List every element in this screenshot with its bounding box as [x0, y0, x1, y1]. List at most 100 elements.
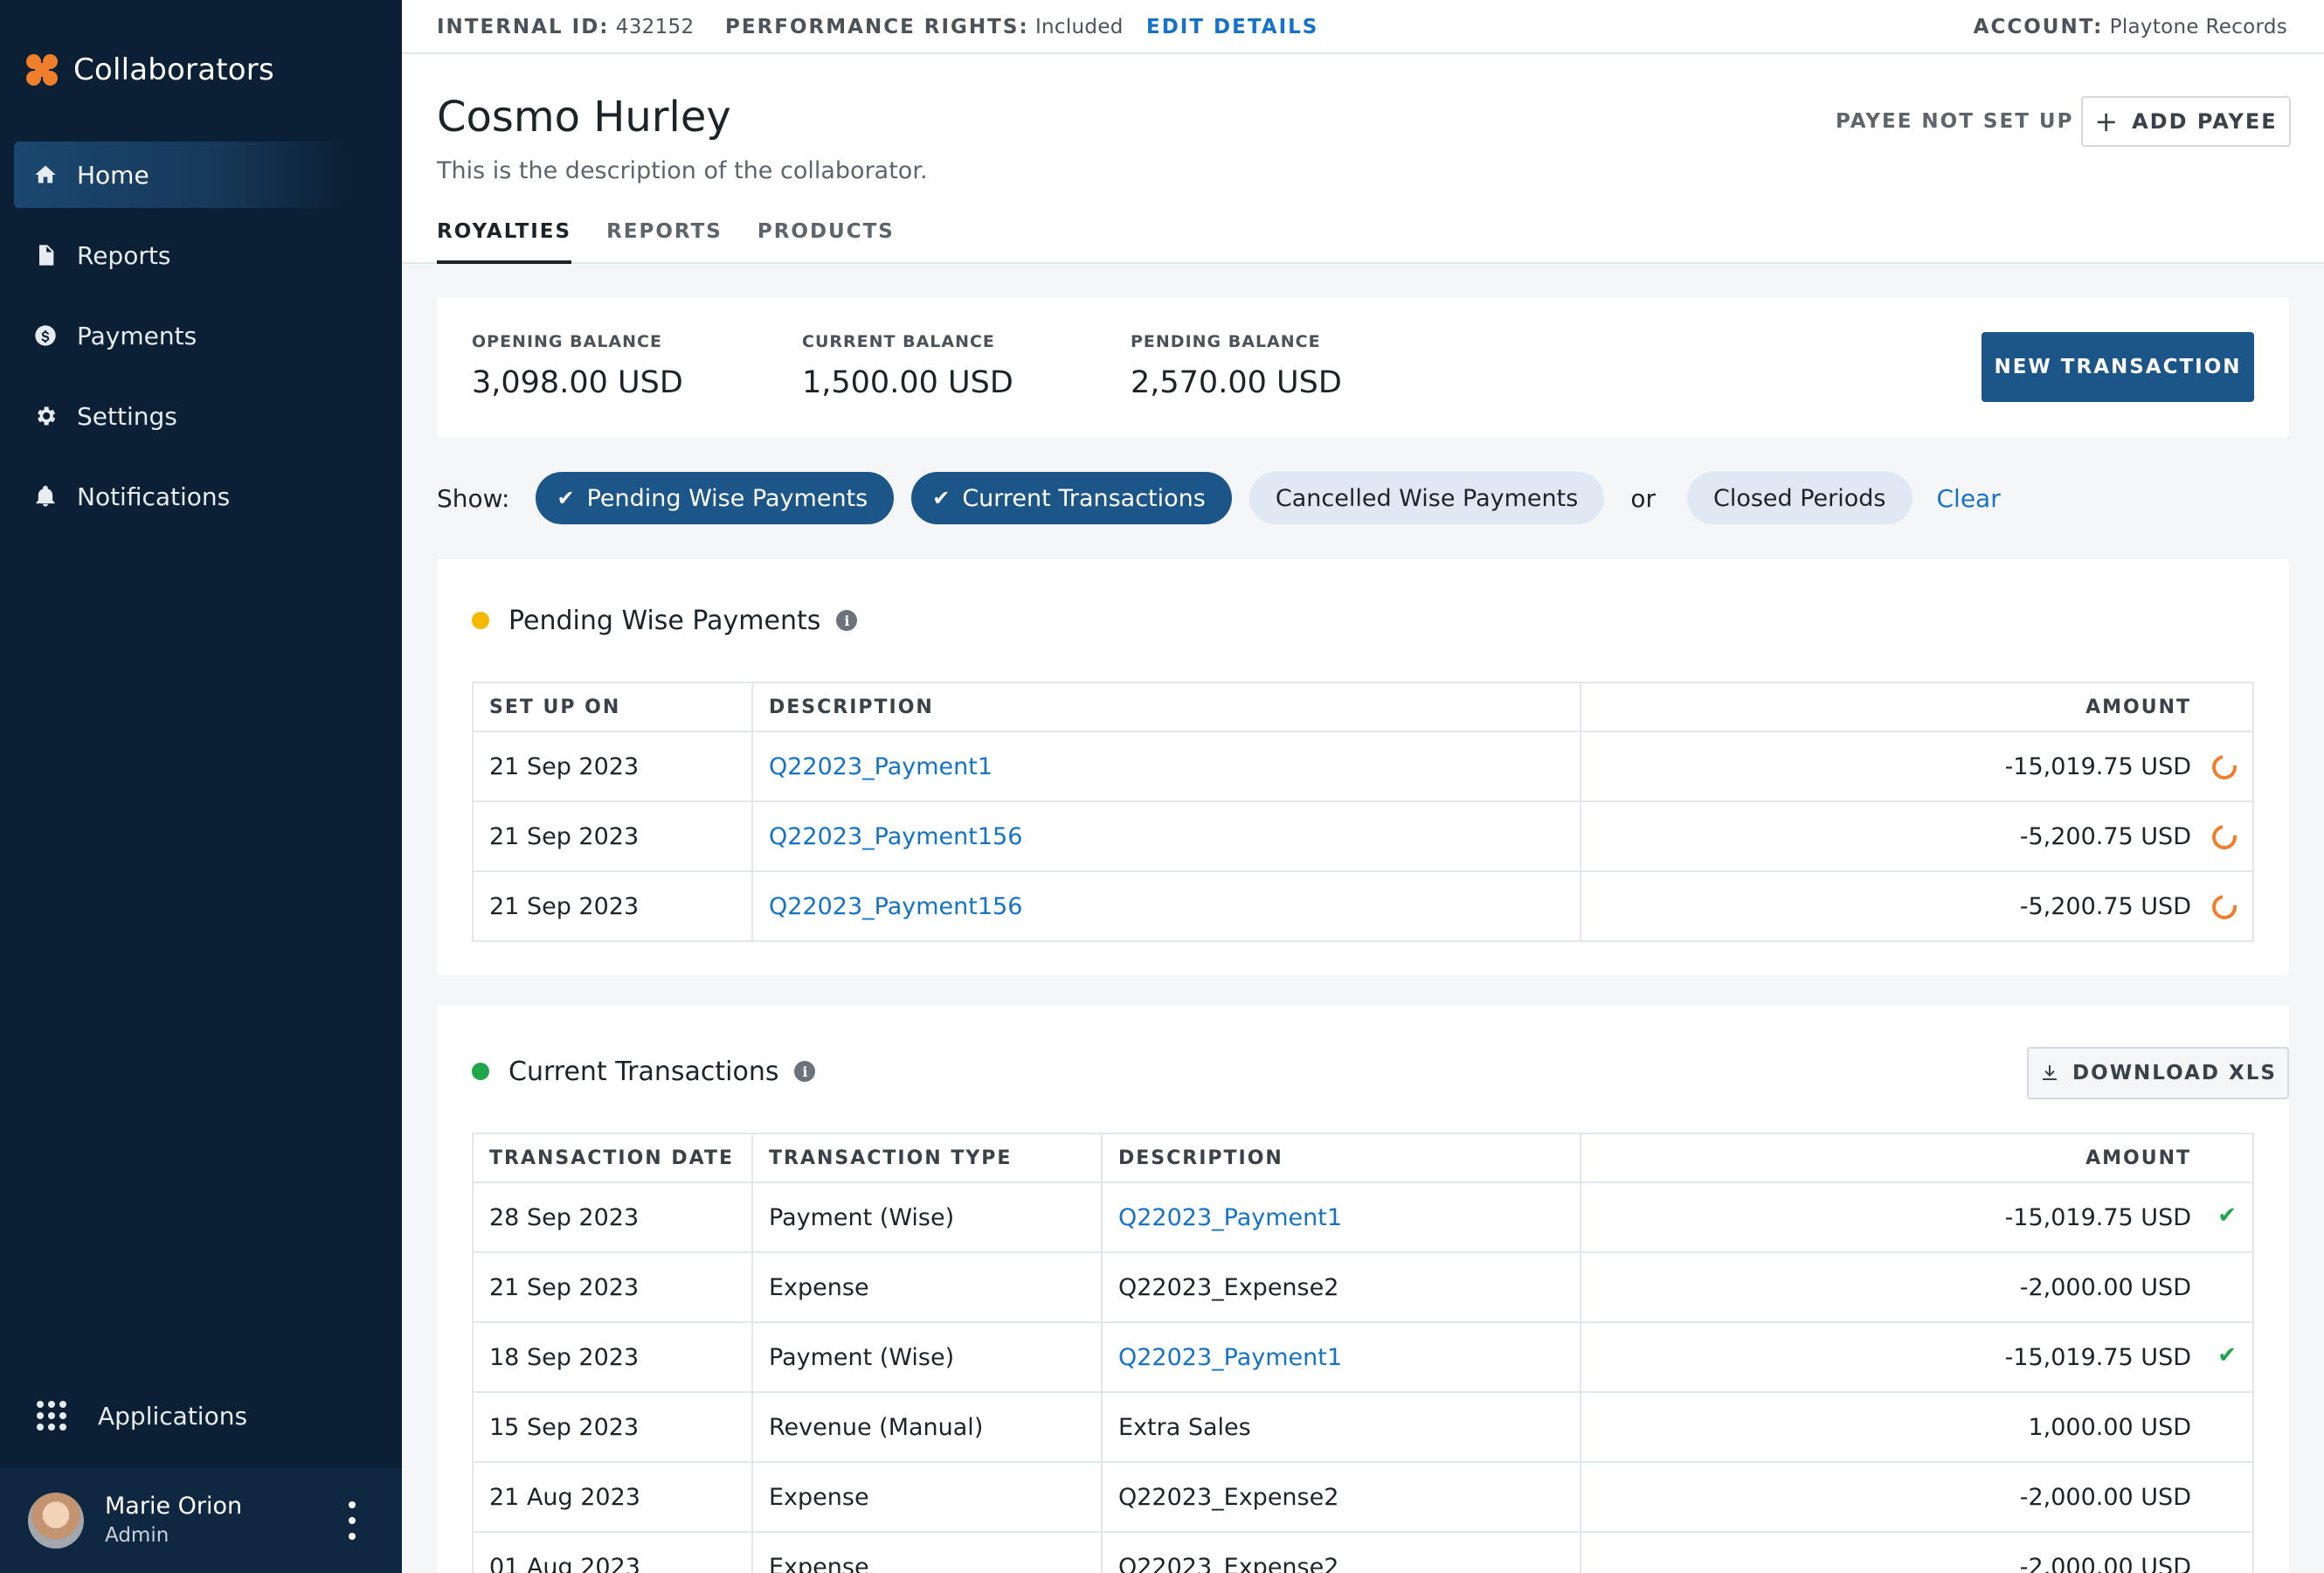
pending-wise-payments-panel: Pending Wise Payments i SET UP ON DESCRI…: [437, 559, 2289, 975]
clear-filters-link[interactable]: Clear: [1936, 483, 2001, 513]
internal-id: INTERNAL ID: 432152: [437, 16, 695, 38]
amount-cell: -5,200.75 USD: [1580, 870, 2254, 942]
more-options-icon[interactable]: [346, 1501, 358, 1540]
collaborators-logo-icon: [26, 54, 58, 86]
amount-cell: -15,019.75 USD ✔: [1580, 1181, 2254, 1253]
add-payee-button[interactable]: + ADD PAYEE: [2081, 96, 2291, 147]
transaction-date: 01 Aug 2023: [472, 1531, 753, 1573]
column-header[interactable]: TRANSACTION TYPE: [751, 1133, 1103, 1183]
setup-date: 21 Sep 2023: [472, 870, 753, 942]
check-icon: ✔: [2217, 1342, 2237, 1369]
table-row: 21 Sep 2023 Q22023_Payment156 -5,200.75 …: [472, 800, 2254, 872]
panel-title: Current Transactions i: [472, 1054, 816, 1089]
tab-reports[interactable]: REPORTS: [606, 220, 723, 243]
transaction-date: 15 Sep 2023: [472, 1391, 753, 1463]
applications-link[interactable]: Applications: [37, 1396, 247, 1435]
amount-cell: -2,000.00 USD: [1580, 1251, 2254, 1323]
setup-date: 21 Sep 2023: [472, 731, 753, 802]
amount-cell: -15,019.75 USD: [1580, 731, 2254, 802]
page-title: Cosmo Hurley: [437, 93, 731, 142]
download-xls-button[interactable]: DOWNLOAD XLS: [2027, 1047, 2289, 1099]
user-name: Marie Orion: [105, 1493, 243, 1520]
column-header[interactable]: SET UP ON: [472, 682, 753, 732]
current-balance: CURRENT BALANCE 1,500.00 USD: [802, 332, 1013, 400]
sidebar-item-payments[interactable]: Payments: [14, 302, 346, 369]
transaction-date: 21 Sep 2023: [472, 1251, 753, 1323]
user-profile[interactable]: Marie Orion Admin: [0, 1468, 402, 1573]
brand[interactable]: Collaborators: [26, 49, 274, 91]
balances-card: OPENING BALANCE 3,098.00 USD CURRENT BAL…: [437, 297, 2289, 437]
home-icon: [33, 163, 58, 187]
sidebar-item-notifications[interactable]: Notifications: [14, 463, 346, 530]
opening-balance: OPENING BALANCE 3,098.00 USD: [472, 332, 683, 400]
sidebar-item-home[interactable]: Home: [14, 142, 346, 208]
transaction-type: Expense: [751, 1461, 1103, 1533]
pending-spinner-icon: [2207, 890, 2242, 925]
description-link[interactable]: Q22023_Payment1: [1101, 1321, 1581, 1393]
sidebar-item-settings[interactable]: Settings: [14, 383, 346, 449]
or-label: or: [1630, 483, 1656, 513]
sidebar-item-label: Payments: [77, 321, 197, 350]
table-row: 01 Aug 2023 Expense Q22023_Expense2 -2,0…: [472, 1531, 2254, 1573]
edit-details-link[interactable]: EDIT DETAILS: [1146, 16, 1319, 38]
plus-icon: +: [2094, 105, 2120, 138]
performance-rights: PERFORMANCE RIGHTS: Included: [725, 16, 1124, 38]
sidebar-item-label: Notifications: [77, 482, 231, 511]
filter-chip-cancelled-wise[interactable]: Cancelled Wise Payments: [1248, 472, 1605, 524]
amount-cell: 1,000.00 USD: [1580, 1391, 2254, 1463]
sidebar-item-reports[interactable]: Reports: [14, 222, 346, 288]
status-dot-yellow: [472, 612, 489, 629]
transaction-type: Expense: [751, 1531, 1103, 1573]
filter-chip-pending-wise[interactable]: ✔ Pending Wise Payments: [536, 472, 895, 524]
filter-bar: Show: ✔ Pending Wise Payments ✔ Current …: [437, 472, 2001, 524]
description-link[interactable]: Q22023_Payment156: [751, 870, 1581, 942]
check-icon: ✔: [2217, 1202, 2237, 1229]
description-link[interactable]: Q22023_Payment156: [751, 800, 1581, 872]
description: Q22023_Expense2: [1101, 1531, 1581, 1573]
pending-spinner-icon: [2207, 820, 2242, 855]
new-transaction-button[interactable]: NEW TRANSACTION: [1982, 332, 2254, 402]
table-row: 21 Sep 2023 Q22023_Payment156 -5,200.75 …: [472, 870, 2254, 942]
description: Q22023_Expense2: [1101, 1251, 1581, 1323]
panel-title: Pending Wise Payments i: [472, 603, 858, 638]
amount-cell: -2,000.00 USD: [1580, 1461, 2254, 1533]
info-icon[interactable]: i: [836, 610, 858, 631]
transaction-type: Expense: [751, 1251, 1103, 1323]
transaction-type: Payment (Wise): [751, 1181, 1103, 1253]
transaction-type: Payment (Wise): [751, 1321, 1103, 1393]
current-transactions-table: TRANSACTION DATE TRANSACTION TYPE DESCRI…: [472, 1133, 2254, 1573]
page-description: This is the description of the collabora…: [437, 157, 928, 184]
transaction-date: 18 Sep 2023: [472, 1321, 753, 1393]
transaction-date: 28 Sep 2023: [472, 1181, 753, 1253]
tab-products[interactable]: PRODUCTS: [757, 220, 895, 243]
sidebar-item-label: Settings: [77, 401, 177, 431]
bell-icon: [33, 484, 58, 509]
table-row: 28 Sep 2023 Payment (Wise) Q22023_Paymen…: [472, 1181, 2254, 1253]
pending-balance: PENDING BALANCE 2,570.00 USD: [1131, 332, 1342, 400]
collaborator-header: Cosmo Hurley This is the description of …: [402, 54, 2324, 264]
column-header[interactable]: DESCRIPTION: [751, 682, 1581, 732]
table-row: 21 Sep 2023 Expense Q22023_Expense2 -2,0…: [472, 1251, 2254, 1323]
avatar: [28, 1493, 84, 1549]
column-header[interactable]: DESCRIPTION: [1101, 1133, 1581, 1183]
column-header[interactable]: AMOUNT: [1580, 682, 2254, 732]
gear-icon: [33, 404, 58, 428]
transaction-date: 21 Aug 2023: [472, 1461, 753, 1533]
current-transactions-panel: Current Transactions i DOWNLOAD XLS TRAN…: [437, 1005, 2289, 1573]
info-icon[interactable]: i: [794, 1061, 816, 1082]
tab-bar: ROYALTIES REPORTS PRODUCTS: [437, 218, 930, 264]
column-header[interactable]: TRANSACTION DATE: [472, 1133, 753, 1183]
column-header[interactable]: AMOUNT: [1580, 1133, 2254, 1183]
sidebar-item-label: Reports: [77, 240, 171, 270]
filter-chip-current-transactions[interactable]: ✔ Current Transactions: [911, 472, 1232, 524]
table-row: 21 Aug 2023 Expense Q22023_Expense2 -2,0…: [472, 1461, 2254, 1533]
amount-cell: -15,019.75 USD ✔: [1580, 1321, 2254, 1393]
description-link[interactable]: Q22023_Payment1: [1101, 1181, 1581, 1253]
amount-cell: -2,000.00 USD: [1580, 1531, 2254, 1573]
apps-grid-icon: [37, 1401, 66, 1431]
payee-status: PAYEE NOT SET UP: [1836, 110, 2074, 133]
tab-royalties[interactable]: ROYALTIES: [437, 218, 572, 264]
description-link[interactable]: Q22023_Payment1: [751, 731, 1581, 802]
filter-chip-closed-periods[interactable]: Closed Periods: [1686, 472, 1912, 524]
table-row: 21 Sep 2023 Q22023_Payment1 -15,019.75 U…: [472, 731, 2254, 802]
